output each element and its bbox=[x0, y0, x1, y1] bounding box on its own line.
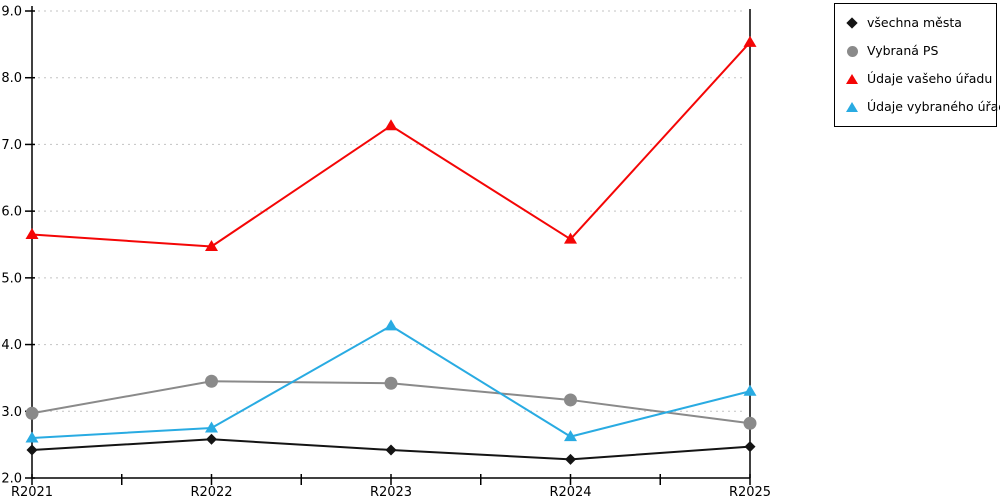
data-point-diamond bbox=[565, 453, 576, 465]
x-tick-label: R2023 bbox=[370, 485, 412, 500]
data-point-triangle bbox=[743, 384, 757, 396]
x-tick-label: R2021 bbox=[11, 485, 53, 500]
legend: všechna města Vybraná PS Údaje vašeho úř… bbox=[834, 3, 1000, 127]
x-tick-label: R2022 bbox=[190, 485, 232, 500]
data-point-triangle bbox=[384, 319, 398, 331]
series-line bbox=[31, 41, 751, 248]
legend-item: Vybraná PS bbox=[845, 37, 993, 65]
legend-label: Vybraná PS bbox=[867, 42, 939, 58]
legend-item: všechna města bbox=[845, 9, 993, 37]
data-point-diamond bbox=[206, 433, 217, 445]
y-tick-label: 7.0 bbox=[1, 138, 22, 153]
x-tick-label: R2025 bbox=[729, 485, 771, 500]
legend-item: Údaje vašeho úřadu bbox=[845, 65, 993, 93]
y-tick-label: 3.0 bbox=[1, 405, 22, 420]
y-tick-label: 6.0 bbox=[1, 205, 22, 220]
data-point-diamond bbox=[26, 444, 38, 456]
y-tick-label: 4.0 bbox=[1, 338, 22, 353]
y-tick-label: 9.0 bbox=[1, 5, 22, 20]
data-point-diamond bbox=[744, 441, 756, 453]
data-point-triangle bbox=[384, 119, 398, 131]
data-point-circle bbox=[25, 406, 39, 420]
data-point-circle bbox=[384, 376, 398, 390]
y-tick-label: 5.0 bbox=[1, 271, 22, 286]
x-tick-label: R2024 bbox=[549, 485, 591, 500]
data-point-triangle bbox=[564, 232, 577, 244]
triangle-marker-icon bbox=[846, 74, 858, 84]
triangle-marker-icon bbox=[846, 102, 858, 112]
circle-marker-icon bbox=[846, 45, 858, 57]
data-point-diamond bbox=[385, 444, 397, 456]
data-point-triangle bbox=[25, 227, 39, 239]
data-point-circle bbox=[205, 374, 218, 388]
data-point-triangle bbox=[205, 240, 218, 252]
y-tick-label: 2.0 bbox=[1, 472, 22, 487]
data-point-triangle bbox=[564, 430, 577, 442]
legend-item: Údaje vybraného úřadu bbox=[845, 93, 1000, 121]
data-point-circle bbox=[743, 416, 757, 430]
data-point-triangle bbox=[25, 431, 39, 443]
data-point-triangle bbox=[743, 35, 757, 47]
data-point-triangle bbox=[205, 421, 218, 433]
data-point-circle bbox=[564, 393, 577, 407]
legend-label: Údaje vybraného úřadu bbox=[867, 98, 1000, 114]
diamond-marker-icon bbox=[846, 17, 858, 29]
y-tick-label: 8.0 bbox=[1, 71, 22, 86]
legend-label: všechna města bbox=[867, 14, 962, 30]
legend-label: Údaje vašeho úřadu bbox=[867, 70, 993, 86]
